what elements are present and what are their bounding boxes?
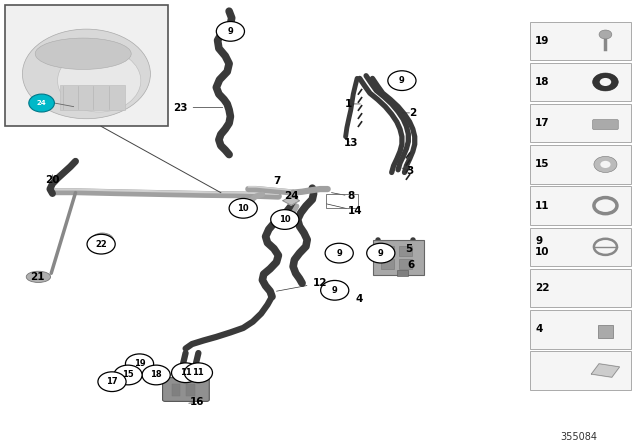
Circle shape xyxy=(367,243,395,263)
Bar xyxy=(186,384,195,396)
Circle shape xyxy=(600,161,611,168)
Text: 9: 9 xyxy=(378,249,383,258)
Text: 1: 1 xyxy=(345,99,353,109)
Text: 4: 4 xyxy=(535,324,543,334)
Ellipse shape xyxy=(58,49,141,112)
Text: 14: 14 xyxy=(348,206,362,215)
Circle shape xyxy=(388,71,416,90)
Circle shape xyxy=(125,354,154,374)
Text: 5: 5 xyxy=(404,244,412,254)
Text: 17: 17 xyxy=(106,377,118,386)
FancyBboxPatch shape xyxy=(60,85,125,110)
Circle shape xyxy=(91,233,114,249)
Circle shape xyxy=(114,365,142,385)
FancyBboxPatch shape xyxy=(593,120,618,129)
Circle shape xyxy=(321,280,349,300)
Bar xyxy=(399,259,412,269)
Circle shape xyxy=(593,73,618,91)
Ellipse shape xyxy=(26,271,51,283)
Circle shape xyxy=(87,234,115,254)
Polygon shape xyxy=(591,364,620,377)
Text: 22: 22 xyxy=(535,283,550,293)
Text: 10: 10 xyxy=(535,247,550,258)
Circle shape xyxy=(184,363,212,383)
Circle shape xyxy=(98,372,126,392)
Bar xyxy=(5,5,168,126)
Bar xyxy=(530,104,631,142)
Ellipse shape xyxy=(22,29,150,119)
Circle shape xyxy=(29,94,54,112)
Text: 9: 9 xyxy=(337,249,342,258)
Bar xyxy=(399,246,412,256)
Ellipse shape xyxy=(35,38,131,69)
Text: 16: 16 xyxy=(190,397,204,407)
Text: 21: 21 xyxy=(30,272,44,282)
Text: 2: 2 xyxy=(409,108,417,118)
Text: 18: 18 xyxy=(535,77,550,87)
Text: 19: 19 xyxy=(535,36,549,46)
Text: 15: 15 xyxy=(535,159,550,169)
Text: 9: 9 xyxy=(332,286,337,295)
Text: 17: 17 xyxy=(535,118,550,128)
Text: 11: 11 xyxy=(180,368,191,377)
Circle shape xyxy=(216,22,244,41)
Bar xyxy=(172,384,180,396)
Bar xyxy=(530,351,631,390)
Text: 8: 8 xyxy=(347,191,355,201)
Text: 9: 9 xyxy=(535,236,542,246)
Circle shape xyxy=(229,198,257,218)
Circle shape xyxy=(600,78,611,86)
Text: 10: 10 xyxy=(279,215,291,224)
Text: 12: 12 xyxy=(313,278,327,288)
Text: 9: 9 xyxy=(228,27,233,36)
Text: 3: 3 xyxy=(406,166,413,176)
FancyBboxPatch shape xyxy=(373,240,424,275)
Bar xyxy=(381,246,394,256)
Text: 4: 4 xyxy=(356,294,364,304)
Bar xyxy=(530,269,631,307)
Text: 9: 9 xyxy=(399,76,404,85)
Polygon shape xyxy=(283,196,300,205)
Circle shape xyxy=(271,210,299,229)
Text: 10: 10 xyxy=(237,204,249,213)
Text: 13: 13 xyxy=(344,138,358,148)
Bar xyxy=(598,325,613,338)
Bar xyxy=(530,63,631,101)
Circle shape xyxy=(142,365,170,385)
Text: 7: 7 xyxy=(273,177,280,186)
Bar xyxy=(530,22,631,60)
Bar xyxy=(530,186,631,225)
Text: 24: 24 xyxy=(36,100,47,106)
Circle shape xyxy=(172,363,200,383)
FancyBboxPatch shape xyxy=(163,378,209,401)
Circle shape xyxy=(325,243,353,263)
Text: 355084: 355084 xyxy=(561,432,598,442)
Text: 11: 11 xyxy=(535,201,550,211)
Text: 20: 20 xyxy=(45,175,60,185)
Bar xyxy=(530,145,631,184)
Text: 23: 23 xyxy=(173,103,188,112)
Circle shape xyxy=(599,30,612,39)
Bar xyxy=(530,310,631,349)
Bar xyxy=(530,228,631,266)
Text: 11: 11 xyxy=(193,368,204,377)
Circle shape xyxy=(594,156,617,172)
Text: 18: 18 xyxy=(150,370,162,379)
Text: 19: 19 xyxy=(134,359,145,368)
Text: 24: 24 xyxy=(284,191,298,201)
Bar xyxy=(381,259,394,269)
Text: 6: 6 xyxy=(407,260,415,270)
Text: 15: 15 xyxy=(122,370,134,379)
Text: 22: 22 xyxy=(95,240,107,249)
Bar xyxy=(326,194,358,208)
Bar xyxy=(397,270,408,276)
